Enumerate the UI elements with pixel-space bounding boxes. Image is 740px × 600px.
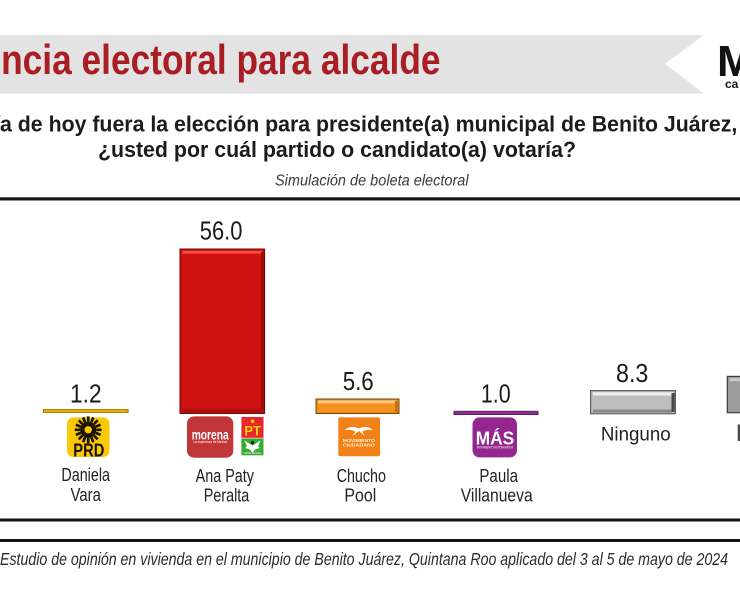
svg-text:8.3: 8.3: [616, 358, 648, 388]
svg-text:¿usted por cuál partido o cand: ¿usted por cuál partido o candidato(a) v…: [98, 137, 576, 162]
svg-text:UNIDAD NACIONAL: UNIDAD NACIONAL: [244, 451, 262, 455]
svg-text:La esperanza de México: La esperanza de México: [193, 440, 227, 444]
svg-text:PRD: PRD: [73, 441, 104, 461]
svg-text:PT: PT: [244, 423, 261, 438]
svg-text:M: M: [717, 37, 740, 86]
svg-text:CIUDADANO: CIUDADANO: [343, 443, 375, 448]
svg-text:Peralta: Peralta: [204, 486, 250, 506]
svg-text:Estudio de opinión en vivienda: Estudio de opinión en vivienda en el mun…: [0, 549, 728, 569]
svg-text:Preferencia electoral para alc: Preferencia electoral para alcalde: [0, 36, 441, 83]
svg-text:5.6: 5.6: [343, 366, 374, 396]
svg-text:Simulación de boleta electoral: Simulación de boleta electoral: [275, 172, 469, 189]
svg-text:Ana Paty: Ana Paty: [196, 466, 254, 486]
svg-text:Paula: Paula: [479, 466, 519, 486]
svg-text:Chucho: Chucho: [337, 466, 386, 486]
svg-text:1.2: 1.2: [70, 378, 102, 408]
svg-text:Ninguno: Ninguno: [601, 424, 671, 446]
svg-text:ca: ca: [725, 77, 739, 91]
svg-text:Daniela: Daniela: [61, 465, 110, 485]
svg-text:morena: morena: [192, 427, 229, 443]
svg-text:Si el día de hoy fuera la elec: Si el día de hoy fuera la elección para …: [0, 112, 737, 137]
svg-text:1.0: 1.0: [481, 379, 511, 409]
svg-text:MOVIMIENTO AUTONOMISTA: MOVIMIENTO AUTONOMISTA: [477, 446, 514, 450]
svg-text:Villanueva: Villanueva: [461, 486, 534, 506]
svg-text:Pool: Pool: [344, 486, 376, 506]
svg-text:Vara: Vara: [71, 485, 102, 505]
svg-text:56.0: 56.0: [200, 216, 243, 246]
svg-text:MOVIMIENTO: MOVIMIENTO: [343, 438, 375, 443]
svg-text:MÁS: MÁS: [476, 428, 515, 449]
